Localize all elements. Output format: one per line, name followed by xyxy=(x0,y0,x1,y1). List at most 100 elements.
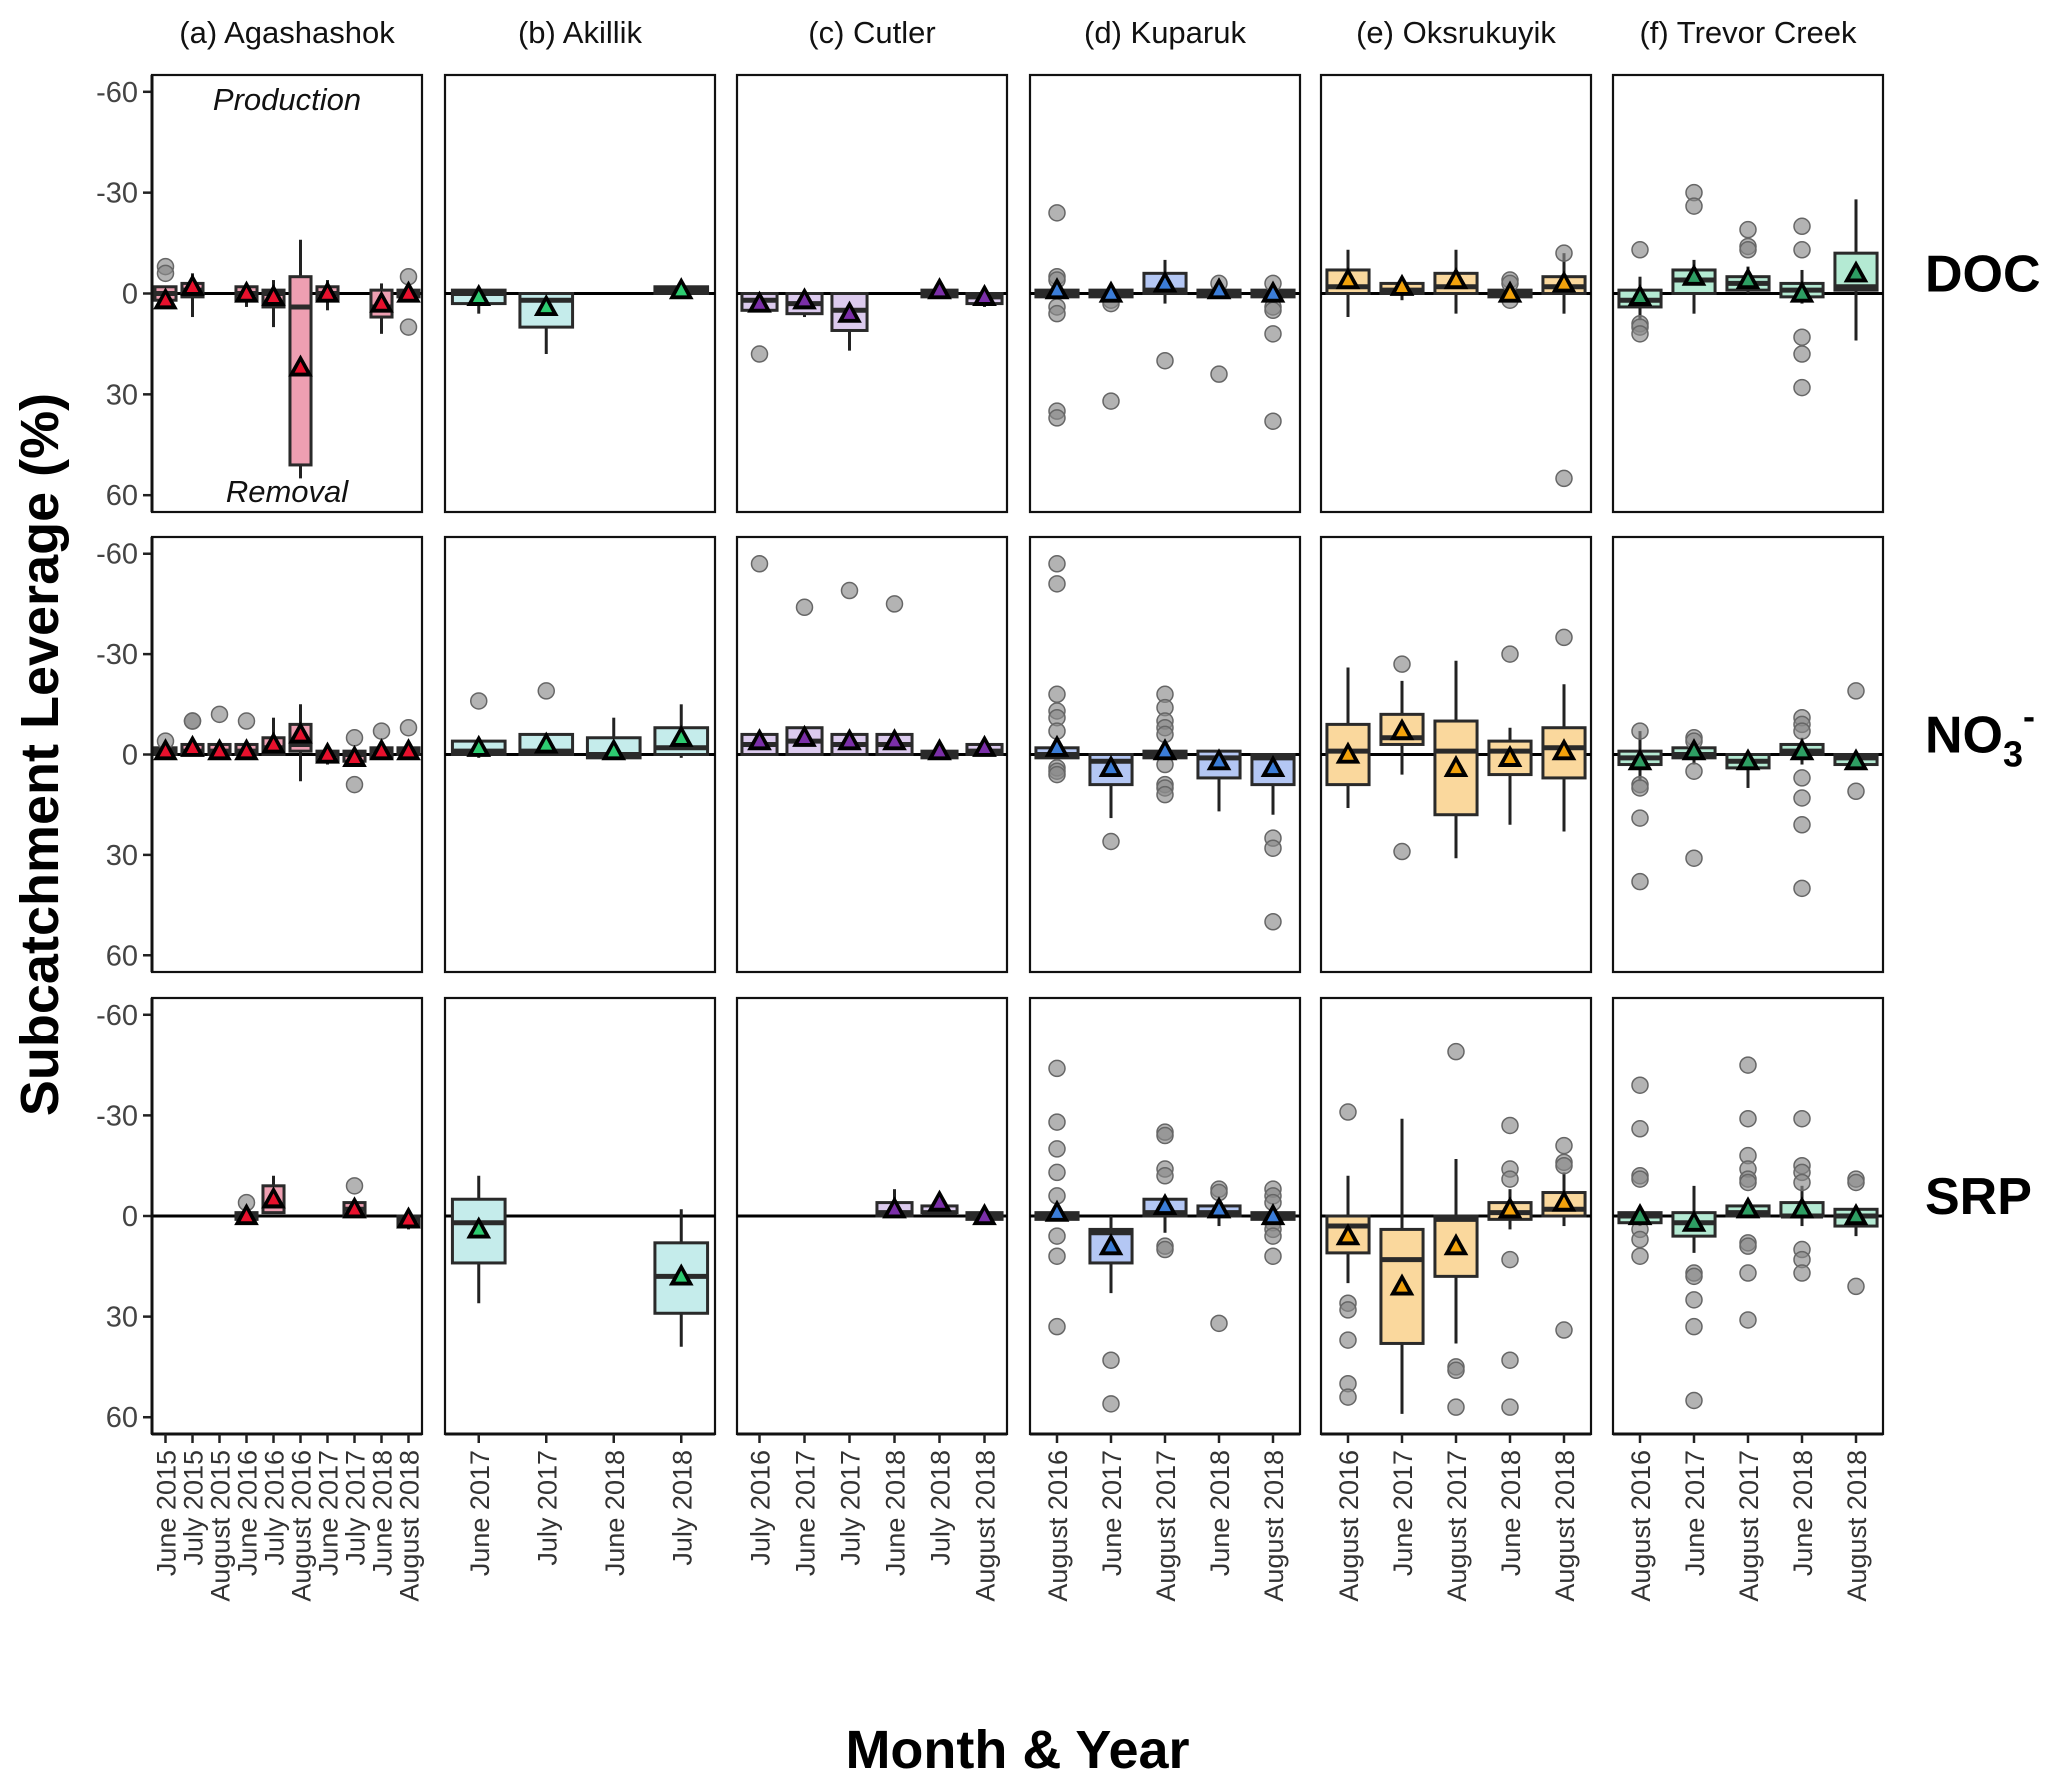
box-group xyxy=(1541,244,1587,488)
mean-marker xyxy=(1634,291,1646,303)
mean-marker xyxy=(1796,745,1808,757)
outlier-point xyxy=(1447,1398,1465,1416)
x-tick-label: June 2017 xyxy=(1097,1450,1127,1576)
y-tick-label: 30 xyxy=(106,840,138,872)
mean-marker xyxy=(753,735,766,747)
mean-marker xyxy=(1105,1240,1117,1252)
mean-marker xyxy=(267,738,280,750)
outlier-point xyxy=(1631,1247,1649,1265)
outlier-point xyxy=(1264,301,1282,320)
outlier-point xyxy=(1210,1314,1228,1333)
box-group xyxy=(1487,271,1533,309)
mean-marker xyxy=(1342,274,1354,286)
mean-marker xyxy=(1742,274,1754,286)
row-label-NO3: NO3- xyxy=(1925,696,2035,775)
box-group xyxy=(315,280,340,311)
x-tick-label: July 2017 xyxy=(341,1450,371,1566)
box-group xyxy=(1325,667,1371,809)
outlier-point xyxy=(1555,1156,1573,1175)
mean-marker xyxy=(978,1210,991,1222)
box-group xyxy=(342,1177,367,1219)
outlier-point xyxy=(1793,769,1811,787)
outlier-point xyxy=(183,712,202,730)
panel-5-DOC: DOC xyxy=(1611,73,2041,514)
outlier-point xyxy=(1210,365,1228,383)
outlier-point xyxy=(1156,1126,1174,1145)
mean-marker xyxy=(888,735,901,747)
mean-marker xyxy=(1267,1210,1279,1222)
outlier-point xyxy=(1048,1140,1066,1158)
row-label-DOC: DOC xyxy=(1925,246,2041,304)
box-group xyxy=(1541,1136,1587,1339)
outlier-point xyxy=(1631,241,1649,259)
mean-marker xyxy=(540,738,553,750)
mean-marker xyxy=(1558,745,1570,757)
outlier-point xyxy=(1793,1264,1811,1282)
outlier-point xyxy=(1102,392,1120,410)
panel-4-DOC xyxy=(1319,73,1593,514)
box-group xyxy=(396,1206,421,1230)
y-tick-label: -60 xyxy=(96,1000,138,1032)
outlier-point xyxy=(1793,789,1811,807)
x-tick-label: June 2018 xyxy=(1788,1450,1818,1576)
box-group xyxy=(965,1203,1004,1226)
outlier-point xyxy=(1048,765,1066,784)
box-group xyxy=(1250,274,1296,430)
mean-marker xyxy=(675,731,688,743)
outlier-point xyxy=(1264,325,1282,343)
panel-4-SRP: August 2016 June 2017 August 2017 June 2018… xyxy=(1319,996,1593,1602)
box-group xyxy=(234,280,259,307)
x-tick-label: August 2018 xyxy=(1259,1450,1289,1602)
mean-marker xyxy=(888,1203,901,1215)
mean-marker xyxy=(1396,280,1408,292)
panel-strip-label: (f) Trevor Creek xyxy=(1639,15,1857,50)
mean-marker xyxy=(1396,725,1408,737)
outlier-point xyxy=(1685,762,1703,780)
outlier-point xyxy=(1447,1361,1465,1380)
y-tick-label: 30 xyxy=(106,1302,138,1334)
box-group xyxy=(920,1189,959,1216)
outlier-point xyxy=(1685,1317,1703,1336)
box-group xyxy=(1725,748,1771,788)
mean-marker xyxy=(159,294,172,306)
mean-marker xyxy=(1504,1203,1516,1215)
outlier-point xyxy=(1156,1167,1174,1185)
outlier-point xyxy=(156,264,175,283)
x-tick-label: June 2018 xyxy=(600,1450,630,1576)
outlier-point xyxy=(1793,328,1811,346)
mean-marker xyxy=(159,745,172,757)
mean-marker xyxy=(267,1193,280,1205)
mean-marker xyxy=(1213,284,1225,296)
box-group xyxy=(1088,753,1134,851)
box-group xyxy=(261,1175,286,1215)
x-tick-label: June 2017 xyxy=(791,1450,821,1576)
mean-marker xyxy=(1051,284,1063,296)
outlier-point xyxy=(1631,1170,1649,1188)
x-tick-label: June 2018 xyxy=(1496,1450,1526,1576)
box-group xyxy=(1617,722,1663,891)
outlier-point xyxy=(1793,1173,1811,1192)
x-tick-label: June 2016 xyxy=(233,1450,263,1576)
panel-5-NO3: NO3- xyxy=(1611,535,2035,974)
mean-marker xyxy=(933,1196,946,1208)
outlier-point xyxy=(1048,1227,1066,1245)
mean-marker xyxy=(978,741,991,754)
panel-0-NO3: -60 -30 0 30 60 xyxy=(96,535,424,974)
outlier-point xyxy=(1555,1321,1573,1339)
mean-marker xyxy=(1796,287,1808,299)
x-tick-label: June 2015 xyxy=(152,1450,182,1576)
panel-1-NO3 xyxy=(443,535,717,974)
box-group xyxy=(1487,1116,1533,1416)
outlier-point xyxy=(1048,1059,1066,1078)
outlier-point xyxy=(1685,1267,1703,1286)
y-tick-label: -30 xyxy=(96,639,138,671)
box-group xyxy=(369,722,394,761)
box-group xyxy=(207,705,232,761)
outlier-point xyxy=(1739,1237,1757,1255)
outlier-point xyxy=(1501,1170,1519,1188)
mean-marker xyxy=(1267,762,1279,774)
outlier-point xyxy=(1264,412,1282,430)
outlier-point xyxy=(1739,1173,1757,1192)
mean-marker xyxy=(1850,267,1862,279)
